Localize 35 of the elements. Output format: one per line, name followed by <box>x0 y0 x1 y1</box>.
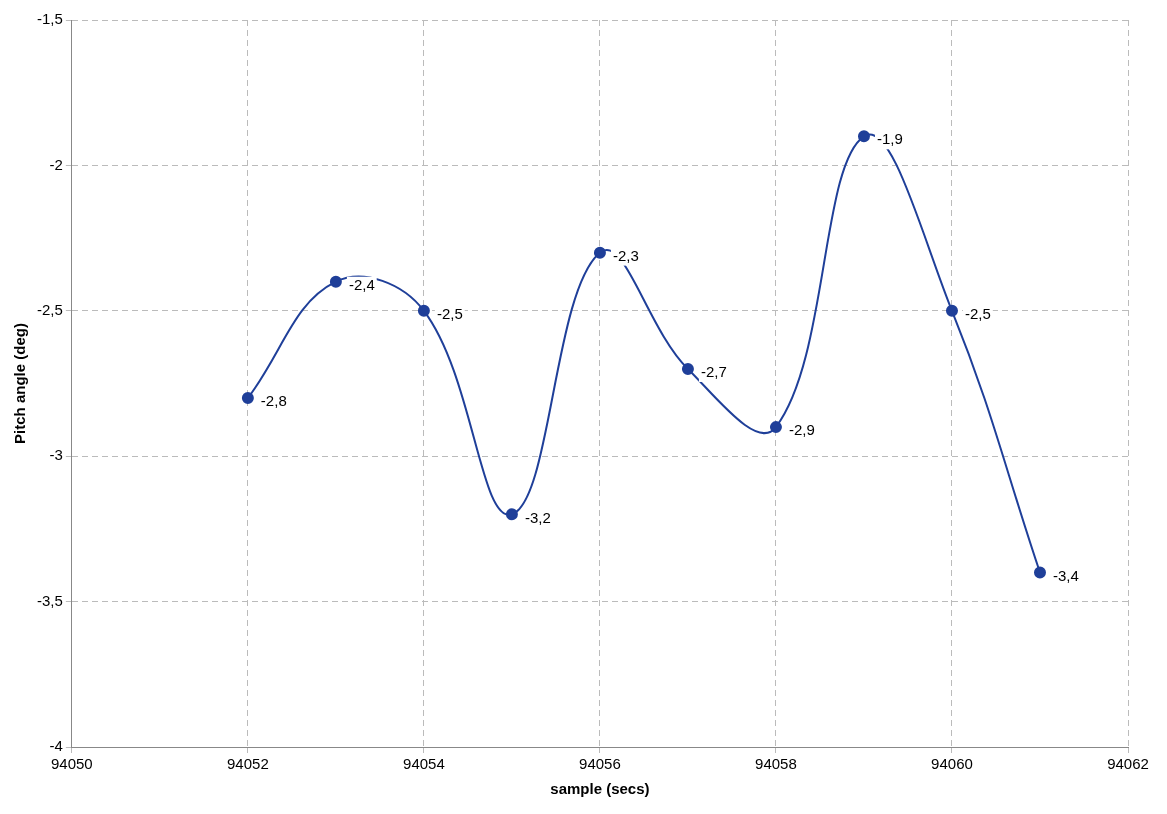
point <box>1033 566 1046 579</box>
x-tick-label: 94052 <box>227 755 269 773</box>
point <box>769 421 782 434</box>
data-label: -2,7 <box>700 363 727 381</box>
point <box>857 130 870 143</box>
y-tick-label: -3,5 <box>36 591 63 609</box>
y-tick-label: -1,5 <box>36 10 63 28</box>
x-axis-title: sample (secs) <box>550 780 650 798</box>
y-tick-label: -2 <box>49 155 63 173</box>
point <box>681 362 694 375</box>
data-label: -2,9 <box>788 421 815 439</box>
point <box>945 304 958 317</box>
data-label: -3,2 <box>524 508 551 526</box>
point <box>593 246 606 259</box>
data-label: -2,8 <box>260 392 287 410</box>
data-label: -2,3 <box>612 246 639 264</box>
x-tick-label: 94054 <box>403 755 445 773</box>
data-label: -1,9 <box>876 130 903 148</box>
data-label: -2,4 <box>348 275 375 293</box>
y-tick-label: -2,5 <box>36 300 63 318</box>
data-label: -2,5 <box>436 304 463 322</box>
y-tick-label: -4 <box>49 737 63 755</box>
point <box>417 304 430 317</box>
x-tick-label: 94060 <box>931 755 973 773</box>
x-tick-label: 94058 <box>755 755 797 773</box>
point <box>241 392 254 405</box>
point <box>329 275 342 288</box>
x-tick-label: 94050 <box>50 755 93 773</box>
y-axis-title: Pitch angle (deg) <box>11 323 29 444</box>
y-tick-label: -3 <box>49 446 63 464</box>
data-label: -2,5 <box>964 304 991 322</box>
x-tick-label: 94056 <box>579 755 621 773</box>
x-tick-label: 94062 <box>1107 755 1149 773</box>
point <box>505 508 518 521</box>
data-label: -3,4 <box>1052 566 1079 584</box>
